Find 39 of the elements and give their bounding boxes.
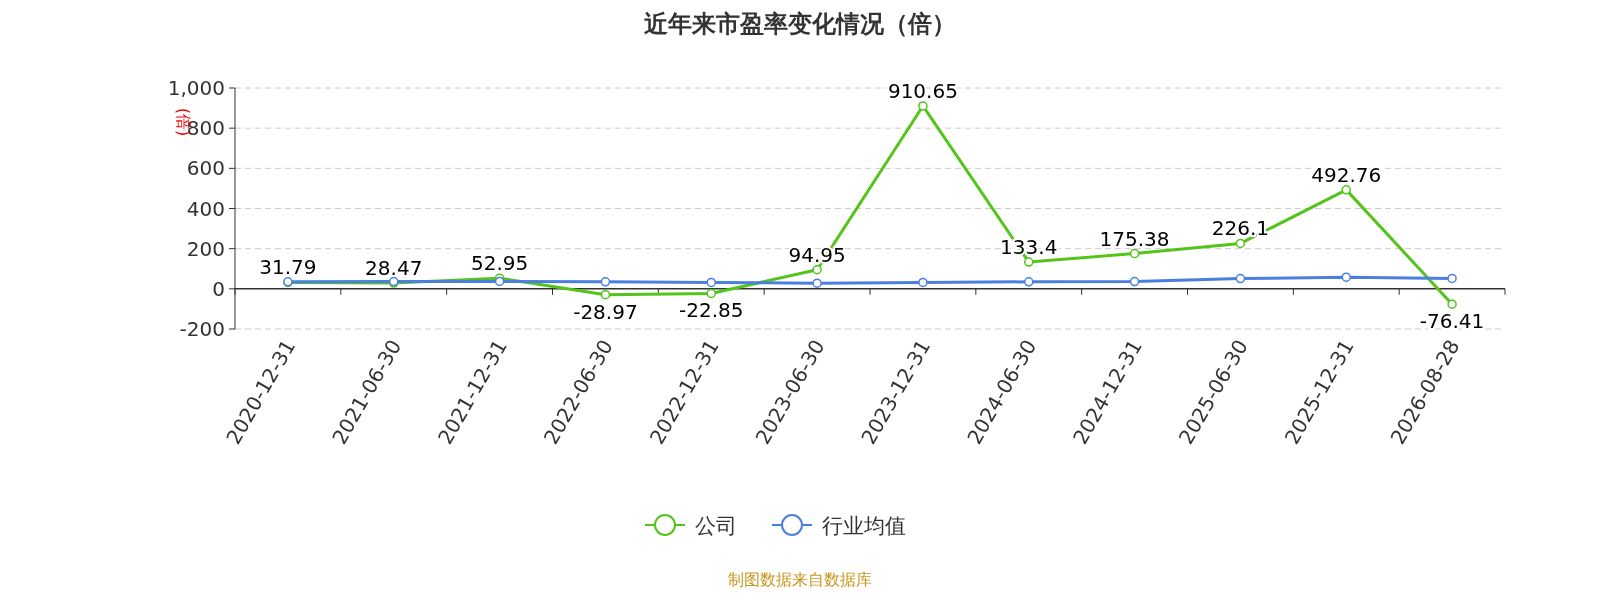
data-label: -22.85 (679, 298, 744, 323)
point (1341, 185, 1351, 195)
point (706, 288, 716, 299)
data-label: 52.95 (470, 251, 529, 276)
point (1235, 273, 1246, 284)
data-label: -76.41 (1419, 309, 1485, 334)
point (812, 265, 822, 275)
y-tick-label: 600 (186, 156, 225, 181)
text: 制图数据来自数据库 (728, 570, 872, 589)
y-tick-label: 1,000 (167, 76, 225, 100)
point (600, 277, 611, 287)
point (918, 101, 928, 111)
point (600, 289, 611, 300)
data-label: 910.65 (887, 78, 958, 103)
y-tick-label: 0 (212, 276, 225, 301)
point (1447, 299, 1457, 309)
y-tick-label: 200 (186, 236, 225, 261)
legend-label: 公司 (695, 514, 737, 538)
y-tick-label: -200 (179, 317, 225, 341)
point (1129, 276, 1140, 287)
y-tick-label: 400 (186, 196, 225, 221)
data-label: 175.38 (1099, 226, 1170, 251)
point (812, 278, 822, 288)
legend-label: 行业均值 (822, 514, 906, 538)
data-label: -28.97 (573, 299, 638, 324)
data-label: 28.47 (365, 256, 423, 281)
point (706, 277, 716, 288)
point (1341, 272, 1351, 282)
data-label: 226.1 (1211, 216, 1270, 241)
point (494, 276, 505, 287)
data-label: 492.76 (1311, 162, 1382, 187)
point (1024, 257, 1034, 267)
point (918, 277, 928, 288)
point (1447, 273, 1457, 284)
data-label: 31.79 (259, 255, 317, 280)
point (1024, 277, 1034, 287)
point (1235, 238, 1246, 249)
chart-title: 近年来市盈率变化情况（倍） (644, 10, 956, 38)
point (1129, 248, 1140, 259)
